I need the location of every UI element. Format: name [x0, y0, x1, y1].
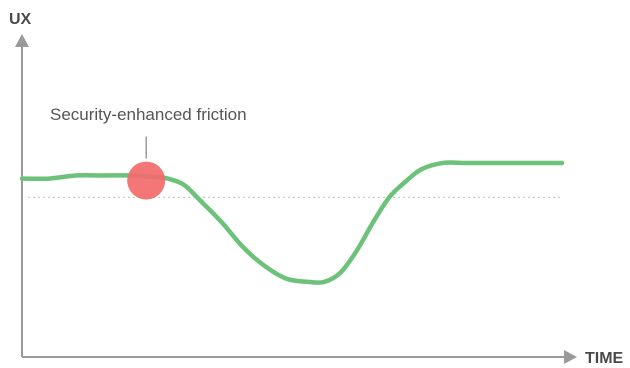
- x-axis-arrow: [564, 350, 577, 364]
- y-axis-label: UX: [9, 11, 32, 28]
- x-axis-label: TIME: [585, 350, 624, 367]
- annotation-label: Security-enhanced friction: [50, 105, 247, 124]
- series-line-0: [19, 160, 565, 285]
- plot-area: Security-enhanced friction: [19, 105, 565, 285]
- y-axis-arrow: [15, 34, 29, 47]
- friction-marker: [127, 161, 166, 200]
